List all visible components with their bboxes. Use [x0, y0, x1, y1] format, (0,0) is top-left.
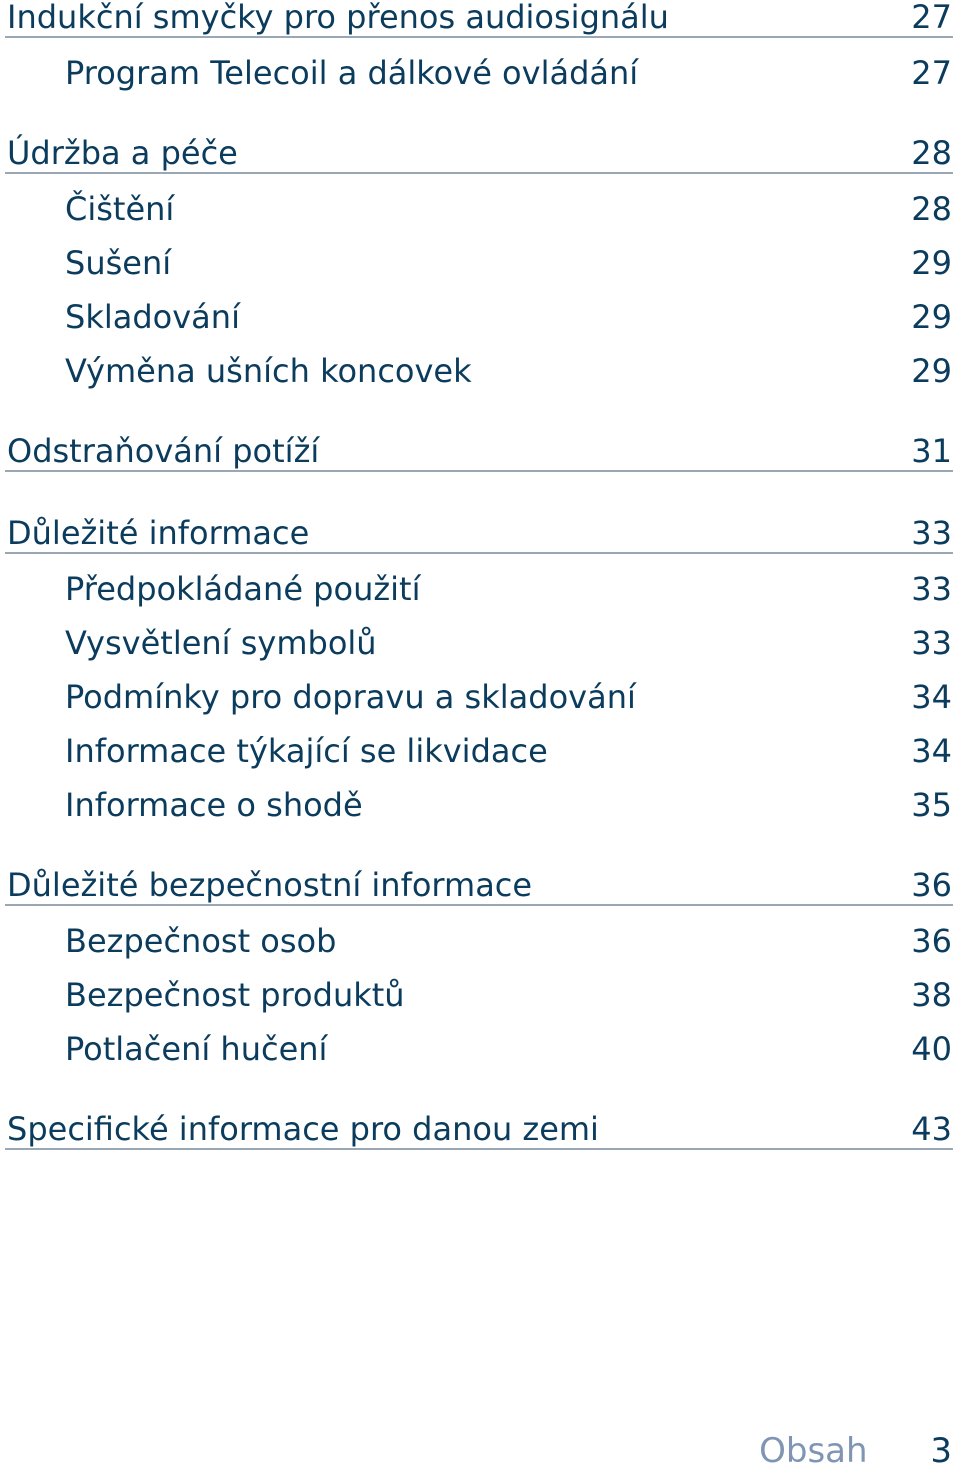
toc-section: Údržba a péče 28 Čištění 28 Sušení 29 Sk…	[0, 134, 960, 408]
toc-heading-label: Důležité bezpečnostní informace	[7, 866, 533, 904]
toc-entry[interactable]: Skladování 29	[0, 298, 960, 354]
toc-entry[interactable]: Bezpečnost osob 36	[0, 922, 960, 978]
toc-entry[interactable]: Informace týkající se likvidace 34	[0, 732, 960, 788]
toc-heading-rule	[5, 552, 953, 554]
toc-entry[interactable]: Podmínky pro dopravu a skladování 34	[0, 678, 960, 734]
toc-entry-label: Informace o shodě	[65, 786, 363, 824]
toc-entry-label: Vysvětlení symbolů	[65, 624, 377, 662]
toc-section-heading[interactable]: Důležité informace 33	[0, 514, 960, 572]
toc-entry-page: 34	[911, 732, 952, 770]
toc-entry-page: 33	[911, 570, 952, 608]
table-of-contents: Indukční smyčky pro přenos audiosignálu …	[0, 0, 960, 1168]
footer-page-number: 3	[930, 1431, 952, 1471]
toc-entry-page: 40	[911, 1030, 952, 1068]
toc-heading-rule	[5, 904, 953, 906]
toc-entry[interactable]: Potlačení hučení 40	[0, 1030, 960, 1086]
toc-section: Důležité bezpečnostní informace 36 Bezpe…	[0, 866, 960, 1086]
toc-entry-label: Předpokládané použití	[65, 570, 421, 608]
toc-entry[interactable]: Výměna ušních koncovek 29	[0, 352, 960, 408]
toc-entry-label: Bezpečnost osob	[65, 922, 337, 960]
toc-heading-label: Důležité informace	[7, 514, 310, 552]
toc-entry-page: 28	[911, 190, 952, 228]
toc-heading-page: 28	[911, 134, 952, 172]
toc-heading-label: Specifické informace pro danou zemi	[7, 1110, 599, 1148]
toc-heading-label: Údržba a péče	[7, 134, 238, 172]
toc-heading-page: 33	[911, 514, 952, 552]
toc-heading-rule	[5, 1148, 953, 1150]
toc-heading-label: Indukční smyčky pro přenos audiosignálu	[7, 0, 669, 36]
toc-section: Odstraňování potíží 31	[0, 432, 960, 490]
toc-entry-label: Podmínky pro dopravu a skladování	[65, 678, 636, 716]
toc-entry-label: Program Telecoil a dálkové ovládání	[65, 54, 639, 92]
footer-section-name: Obsah	[759, 1431, 868, 1471]
toc-entry-label: Bezpečnost produktů	[65, 976, 405, 1014]
toc-heading-rule	[5, 172, 953, 174]
toc-entry-label: Čištění	[65, 190, 175, 228]
toc-entry-page: 27	[911, 54, 952, 92]
toc-section-heading[interactable]: Důležité bezpečnostní informace 36	[0, 866, 960, 924]
toc-section: Specifické informace pro danou zemi 43	[0, 1110, 960, 1168]
toc-entry[interactable]: Předpokládané použití 33	[0, 570, 960, 626]
toc-entry-page: 29	[911, 352, 952, 390]
toc-heading-page: 43	[911, 1110, 952, 1148]
toc-entry-label: Výměna ušních koncovek	[65, 352, 472, 390]
toc-entry-label: Sušení	[65, 244, 172, 282]
toc-entry[interactable]: Informace o shodě 35	[0, 786, 960, 842]
toc-entry-label: Potlačení hučení	[65, 1030, 328, 1068]
toc-entry-page: 29	[911, 298, 952, 336]
toc-heading-rule	[5, 470, 953, 472]
page-footer: Obsah 3	[759, 1432, 952, 1470]
toc-entry[interactable]: Sušení 29	[0, 244, 960, 300]
toc-entry[interactable]: Program Telecoil a dálkové ovládání 27	[0, 54, 960, 110]
toc-entry[interactable]: Bezpečnost produktů 38	[0, 976, 960, 1032]
toc-section: Indukční smyčky pro přenos audiosignálu …	[0, 0, 960, 110]
toc-heading-label: Odstraňování potíží	[7, 432, 320, 470]
toc-entry-page: 35	[911, 786, 952, 824]
toc-entry-page: 36	[911, 922, 952, 960]
toc-entry-page: 34	[911, 678, 952, 716]
toc-heading-rule	[5, 36, 953, 38]
toc-heading-page: 31	[911, 432, 952, 470]
toc-section-heading[interactable]: Indukční smyčky pro přenos audiosignálu …	[0, 0, 960, 56]
toc-section-heading[interactable]: Údržba a péče 28	[0, 134, 960, 192]
toc-entry-page: 38	[911, 976, 952, 1014]
toc-heading-page: 36	[911, 866, 952, 904]
toc-entry-label: Skladování	[65, 298, 240, 336]
toc-entry-page: 29	[911, 244, 952, 282]
toc-entry-label: Informace týkající se likvidace	[65, 732, 548, 770]
toc-section: Důležité informace 33 Předpokládané použ…	[0, 514, 960, 842]
toc-entry[interactable]: Čištění 28	[0, 190, 960, 246]
toc-heading-page: 27	[911, 0, 952, 36]
toc-entry[interactable]: Vysvětlení symbolů 33	[0, 624, 960, 680]
toc-entry-page: 33	[911, 624, 952, 662]
toc-section-heading[interactable]: Odstraňování potíží 31	[0, 432, 960, 490]
toc-section-heading[interactable]: Specifické informace pro danou zemi 43	[0, 1110, 960, 1168]
